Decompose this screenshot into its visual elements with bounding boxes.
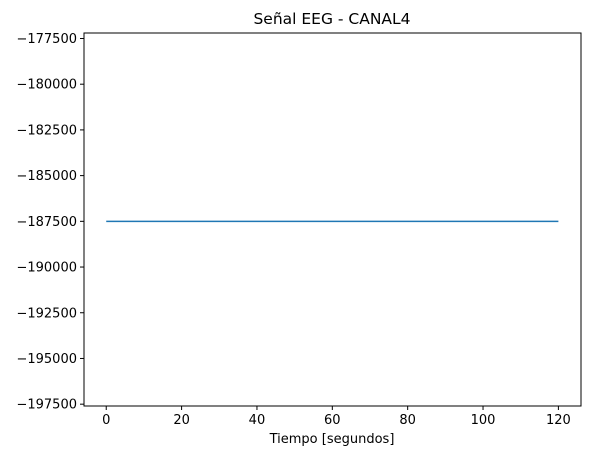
y-tick-label: −180000	[16, 78, 77, 93]
x-axis-ticks: 0 20 40 60 80 100 120	[102, 406, 571, 428]
x-tick-label: 20	[173, 413, 190, 428]
y-tick-label: −195000	[16, 352, 77, 367]
y-tick-label: −185000	[16, 169, 77, 184]
y-tick-label: −190000	[16, 261, 77, 276]
plot-area	[83, 32, 582, 407]
plot-frame	[83, 32, 582, 407]
x-axis-label: Tiempo [segundos]	[269, 432, 395, 447]
x-tick-label: 0	[102, 413, 110, 428]
y-tick-label: −187500	[16, 215, 77, 230]
x-tick-label: 80	[399, 413, 416, 428]
y-tick-label: −177500	[16, 32, 77, 47]
x-tick-label: 100	[471, 413, 496, 428]
chart-title: Señal EEG - CANAL4	[253, 10, 410, 28]
y-tick-label: −182500	[16, 123, 77, 138]
y-tick-label: −192500	[16, 306, 77, 321]
x-tick-label: 120	[546, 413, 571, 428]
x-tick-label: 60	[324, 413, 341, 428]
x-tick-label: 40	[249, 413, 266, 428]
y-axis-ticks: −177500 −180000 −182500 −185000 −187500 −1900…	[16, 32, 84, 413]
y-tick-label: −197500	[16, 398, 77, 413]
